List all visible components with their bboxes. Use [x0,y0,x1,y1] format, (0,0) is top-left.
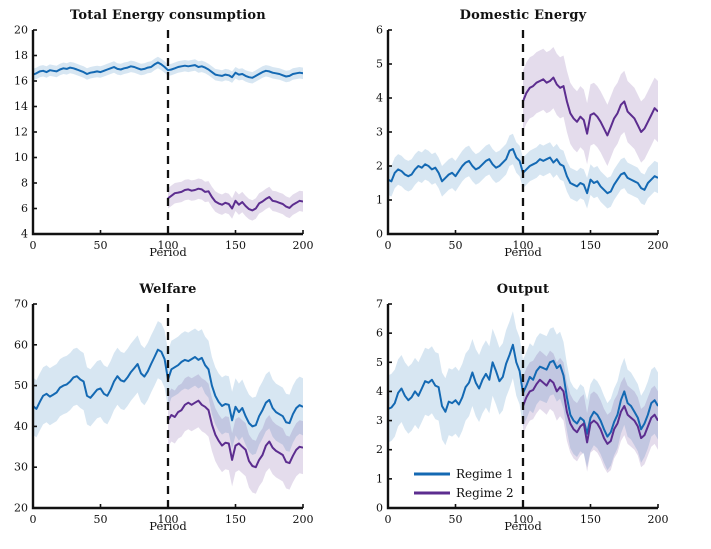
x-tick-label: 150 [580,239,601,252]
y-tick-label: 1 [376,194,383,207]
x-axis-label-welfare: Period [149,519,187,533]
y-tick-label: 60 [14,338,28,351]
y-tick-label: 2 [376,160,383,173]
y-tick-label: 7 [376,298,383,311]
y-tick-label: 8 [21,177,28,190]
y-tick-label: 5 [376,356,383,369]
confidence-band-regime-2 [523,47,658,166]
x-tick-label: 100 [158,239,179,252]
y-tick-label: 6 [21,202,28,215]
y-tick-label: 14 [14,100,28,113]
y-tick-label: 4 [376,385,383,398]
y-tick-label: 6 [376,327,383,340]
x-tick-label: 100 [513,239,534,252]
total-energy-plot: 0 50 100 150 200 4 6 8 10 12 14 16 18 20 [14,24,314,253]
y-tick-label: 0 [376,228,383,241]
series-line-regime-2 [522,76,658,137]
x-tick-label: 150 [225,239,246,252]
chart-welfare: 0 50 100 150 200 20 30 40 50 60 70 Welfare Period [0,274,355,549]
x-tick-label: 50 [94,239,108,252]
y-tick-label: 50 [14,379,28,392]
chart-domestic-energy: 0 50 100 150 200 0 1 2 3 4 5 6 Domestic Energy Peri… [355,0,711,274]
chart-title-welfare: Welfare [139,282,197,297]
y-tick-label: 2 [376,443,383,456]
y-tick-label: 5 [376,58,383,71]
x-tick-label: 50 [94,513,108,526]
chart-total-energy-consumption: 0 50 100 150 200 4 6 8 10 12 14 16 18 20 Total Energy… [0,0,355,274]
y-tick-label: 3 [376,126,383,139]
x-tick-label: 200 [293,239,314,252]
y-tick-label: 20 [14,502,28,515]
y-tick-label: 4 [376,92,383,105]
y-tick-label: 1 [376,472,383,485]
y-tick-label: 30 [14,461,28,474]
legend: Regime 1 Regime 2 [414,467,514,500]
series-line-regime-1 [33,61,303,79]
y-tick-label: 20 [14,24,28,37]
output-plot: 0 50 100 150 200 0 1 2 3 4 5 6 7 Regime 1 Regime 2 [376,298,669,527]
x-tick-label: 200 [648,239,669,252]
x-tick-label: 200 [648,513,669,526]
series-line-regime-2 [167,399,303,469]
y-tick-label: 18 [14,49,28,62]
x-tick-label: 200 [293,513,314,526]
y-tick-label: 6 [376,24,383,37]
x-tick-label: 0 [385,239,392,252]
x-tick-label: 0 [30,239,37,252]
chart-output: 0 50 100 150 200 0 1 2 3 4 5 6 7 Regime 1 Regime 2 Out… [355,274,711,549]
series-line-regime-2 [522,378,658,445]
chart-title-domestic-energy: Domestic Energy [459,8,587,23]
y-tick-label: 4 [21,228,28,241]
x-tick-label: 100 [513,513,534,526]
legend-label-regime-2: Regime 2 [456,486,514,500]
confidence-band-regime-2 [523,350,658,473]
chart-title-output: Output [496,282,550,297]
x-tick-label: 150 [225,513,246,526]
x-axis-label-domestic-energy: Period [504,245,542,259]
x-tick-label: 150 [580,513,601,526]
y-tick-label: 3 [376,414,383,427]
plot-area [33,56,303,221]
x-axis-label-total-energy: Period [149,245,187,259]
y-tick-label: 16 [14,75,28,88]
x-tick-label: 0 [30,513,37,526]
legend-label-regime-1: Regime 1 [456,467,514,481]
series-line-regime-2 [167,187,303,212]
y-tick-label: 12 [14,126,28,139]
y-tick-label: 0 [376,502,383,515]
x-tick-label: 100 [158,513,179,526]
confidence-band-regime-2 [168,178,303,221]
y-tick-label: 40 [14,420,28,433]
x-axis-label-output: Period [504,519,542,533]
x-tick-label: 50 [449,239,463,252]
y-tick-label: 10 [14,151,28,164]
domestic-energy-plot: 0 50 100 150 200 0 1 2 3 4 5 6 [376,24,669,253]
x-tick-label: 50 [449,513,463,526]
y-tick-label: 70 [14,298,28,311]
chart-title-total-energy: Total Energy consumption [70,8,266,23]
welfare-plot: 0 50 100 150 200 20 30 40 50 60 70 [14,298,314,527]
x-tick-label: 0 [385,513,392,526]
